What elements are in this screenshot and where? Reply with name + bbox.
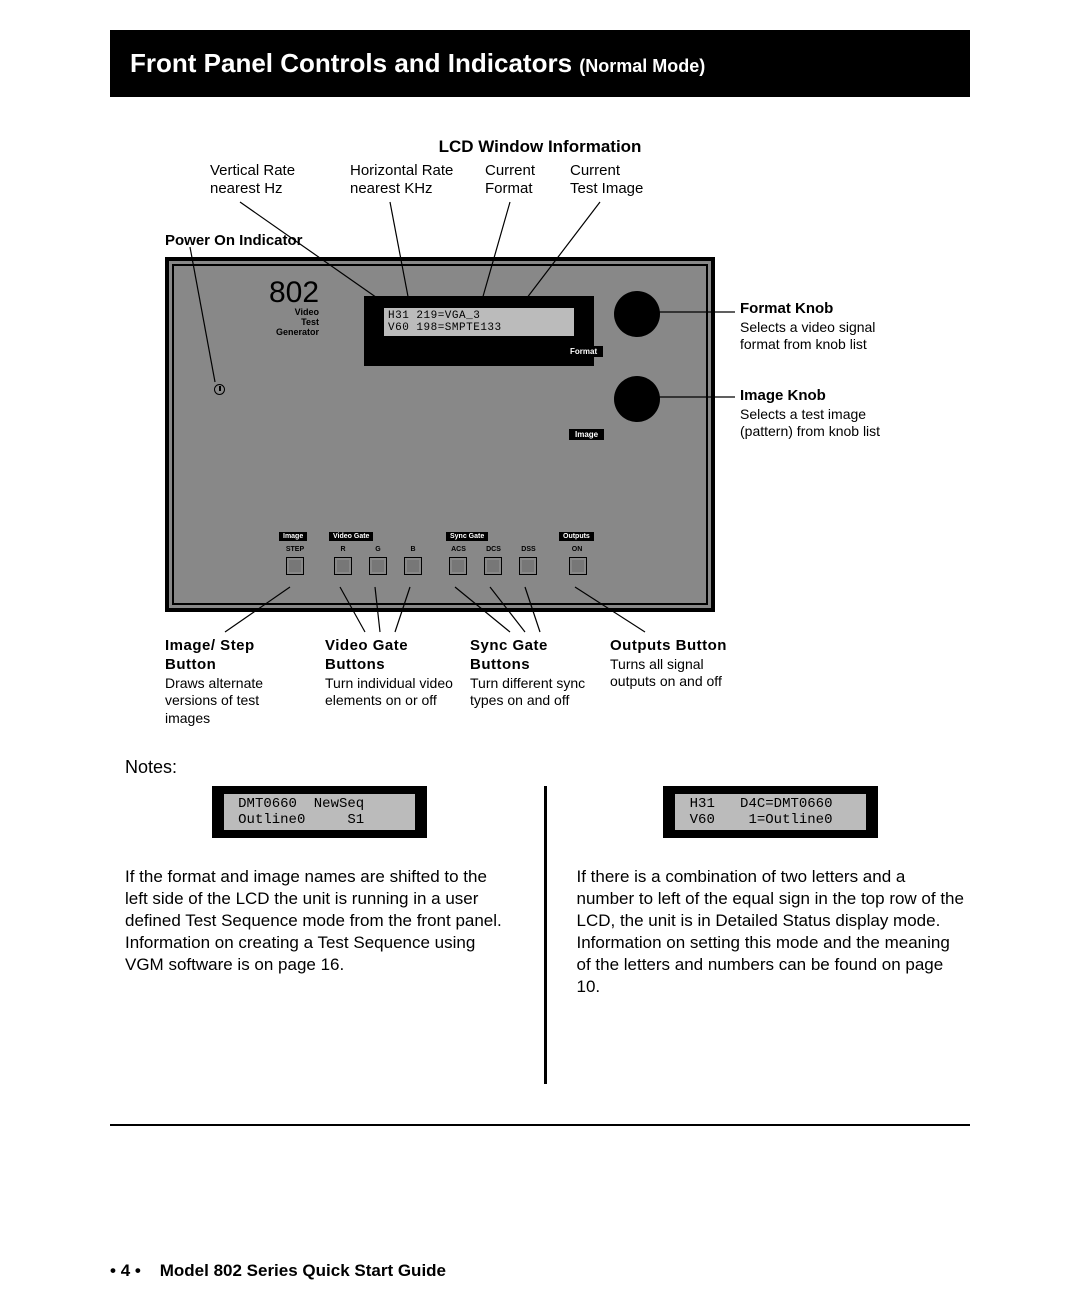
- group-label-outputs: Outputs: [559, 532, 594, 541]
- page-title-sub: (Normal Mode): [579, 56, 705, 76]
- notes-heading: Notes:: [125, 757, 970, 778]
- format-knob[interactable]: [614, 291, 660, 337]
- lcd-line1: H31 219=VGA_3: [388, 310, 570, 322]
- on-button[interactable]: [569, 557, 587, 575]
- notes-right-col: H31 D4C=DMT0660 V60 1=Outline0 If there …: [547, 786, 971, 1084]
- b-button[interactable]: [404, 557, 422, 575]
- mini-lcd-left: DMT0660 NewSeq Outline0 S1: [212, 786, 427, 838]
- btn-label-g: G: [369, 546, 387, 553]
- r-button[interactable]: [334, 557, 352, 575]
- lcd-window-info: LCD Window Information: [110, 137, 970, 157]
- notes-left-col: DMT0660 NewSeq Outline0 S1 If the format…: [110, 786, 547, 1084]
- g-button[interactable]: [369, 557, 387, 575]
- callout-video-gate: Video Gate Buttons Turn individual video…: [325, 637, 465, 710]
- callout-image-knob: Image Knob Selects a test image (pattern…: [740, 387, 900, 441]
- btn-label-on: ON: [567, 546, 587, 553]
- callout-format-knob: Format Knob Selects a video signal forma…: [740, 300, 900, 354]
- device-name-label: Video Test Generator: [249, 308, 319, 338]
- btn-label-acs: ACS: [446, 546, 471, 553]
- label-current-format: Current Format: [485, 162, 535, 198]
- lcd-screen: H31 219=VGA_3 V60 198=SMPTE133: [364, 296, 594, 366]
- label-current-image: Current Test Image: [570, 162, 643, 198]
- step-button[interactable]: [286, 557, 304, 575]
- label-vertical-rate: Vertical Rate nearest Hz: [210, 162, 295, 198]
- btn-label-step: STEP: [276, 546, 314, 553]
- mini-lcd-right: H31 D4C=DMT0660 V60 1=Outline0: [663, 786, 878, 838]
- dcs-button[interactable]: [484, 557, 502, 575]
- callout-outputs: Outputs Button Turns all signal outputs …: [610, 637, 750, 691]
- notes-left-text: If the format and image names are shifte…: [125, 866, 514, 976]
- model-number: 802: [269, 276, 319, 310]
- notes-right-text: If there is a combination of two letters…: [577, 866, 966, 999]
- power-led-icon: [214, 384, 225, 395]
- dss-button[interactable]: [519, 557, 537, 575]
- image-knob[interactable]: [614, 376, 660, 422]
- label-horizontal-rate: Horizontal Rate nearest KHz: [350, 162, 453, 198]
- btn-label-dcs: DCS: [481, 546, 506, 553]
- callout-sync-gate: Sync Gate Buttons Turn different sync ty…: [470, 637, 610, 710]
- btn-label-dss: DSS: [516, 546, 541, 553]
- format-knob-label: Format: [564, 346, 603, 357]
- page-title-main: Front Panel Controls and Indicators: [130, 48, 579, 78]
- callout-step-button: Image/ Step Button Draws alternate versi…: [165, 637, 305, 727]
- power-on-indicator-label: Power On Indicator: [165, 232, 303, 249]
- btn-label-b: B: [404, 546, 422, 553]
- image-knob-label: Image: [569, 429, 604, 440]
- group-label-image: Image: [279, 532, 307, 541]
- btn-label-r: R: [334, 546, 352, 553]
- diagram-area: LCD Window Information Vertical Rate nea…: [110, 107, 970, 747]
- group-label-video-gate: Video Gate: [329, 532, 373, 541]
- notes-section: Notes: DMT0660 NewSeq Outline0 S1 If the…: [110, 757, 970, 1126]
- lcd-line2: V60 198=SMPTE133: [388, 322, 570, 334]
- page-footer: • 4 • Model 802 Series Quick Start Guide: [110, 1261, 446, 1281]
- device-front-panel: 802 Video Test Generator H31 219=VGA_3 V…: [165, 257, 715, 612]
- title-bar: Front Panel Controls and Indicators (Nor…: [110, 30, 970, 97]
- group-label-sync-gate: Sync Gate: [446, 532, 488, 541]
- acs-button[interactable]: [449, 557, 467, 575]
